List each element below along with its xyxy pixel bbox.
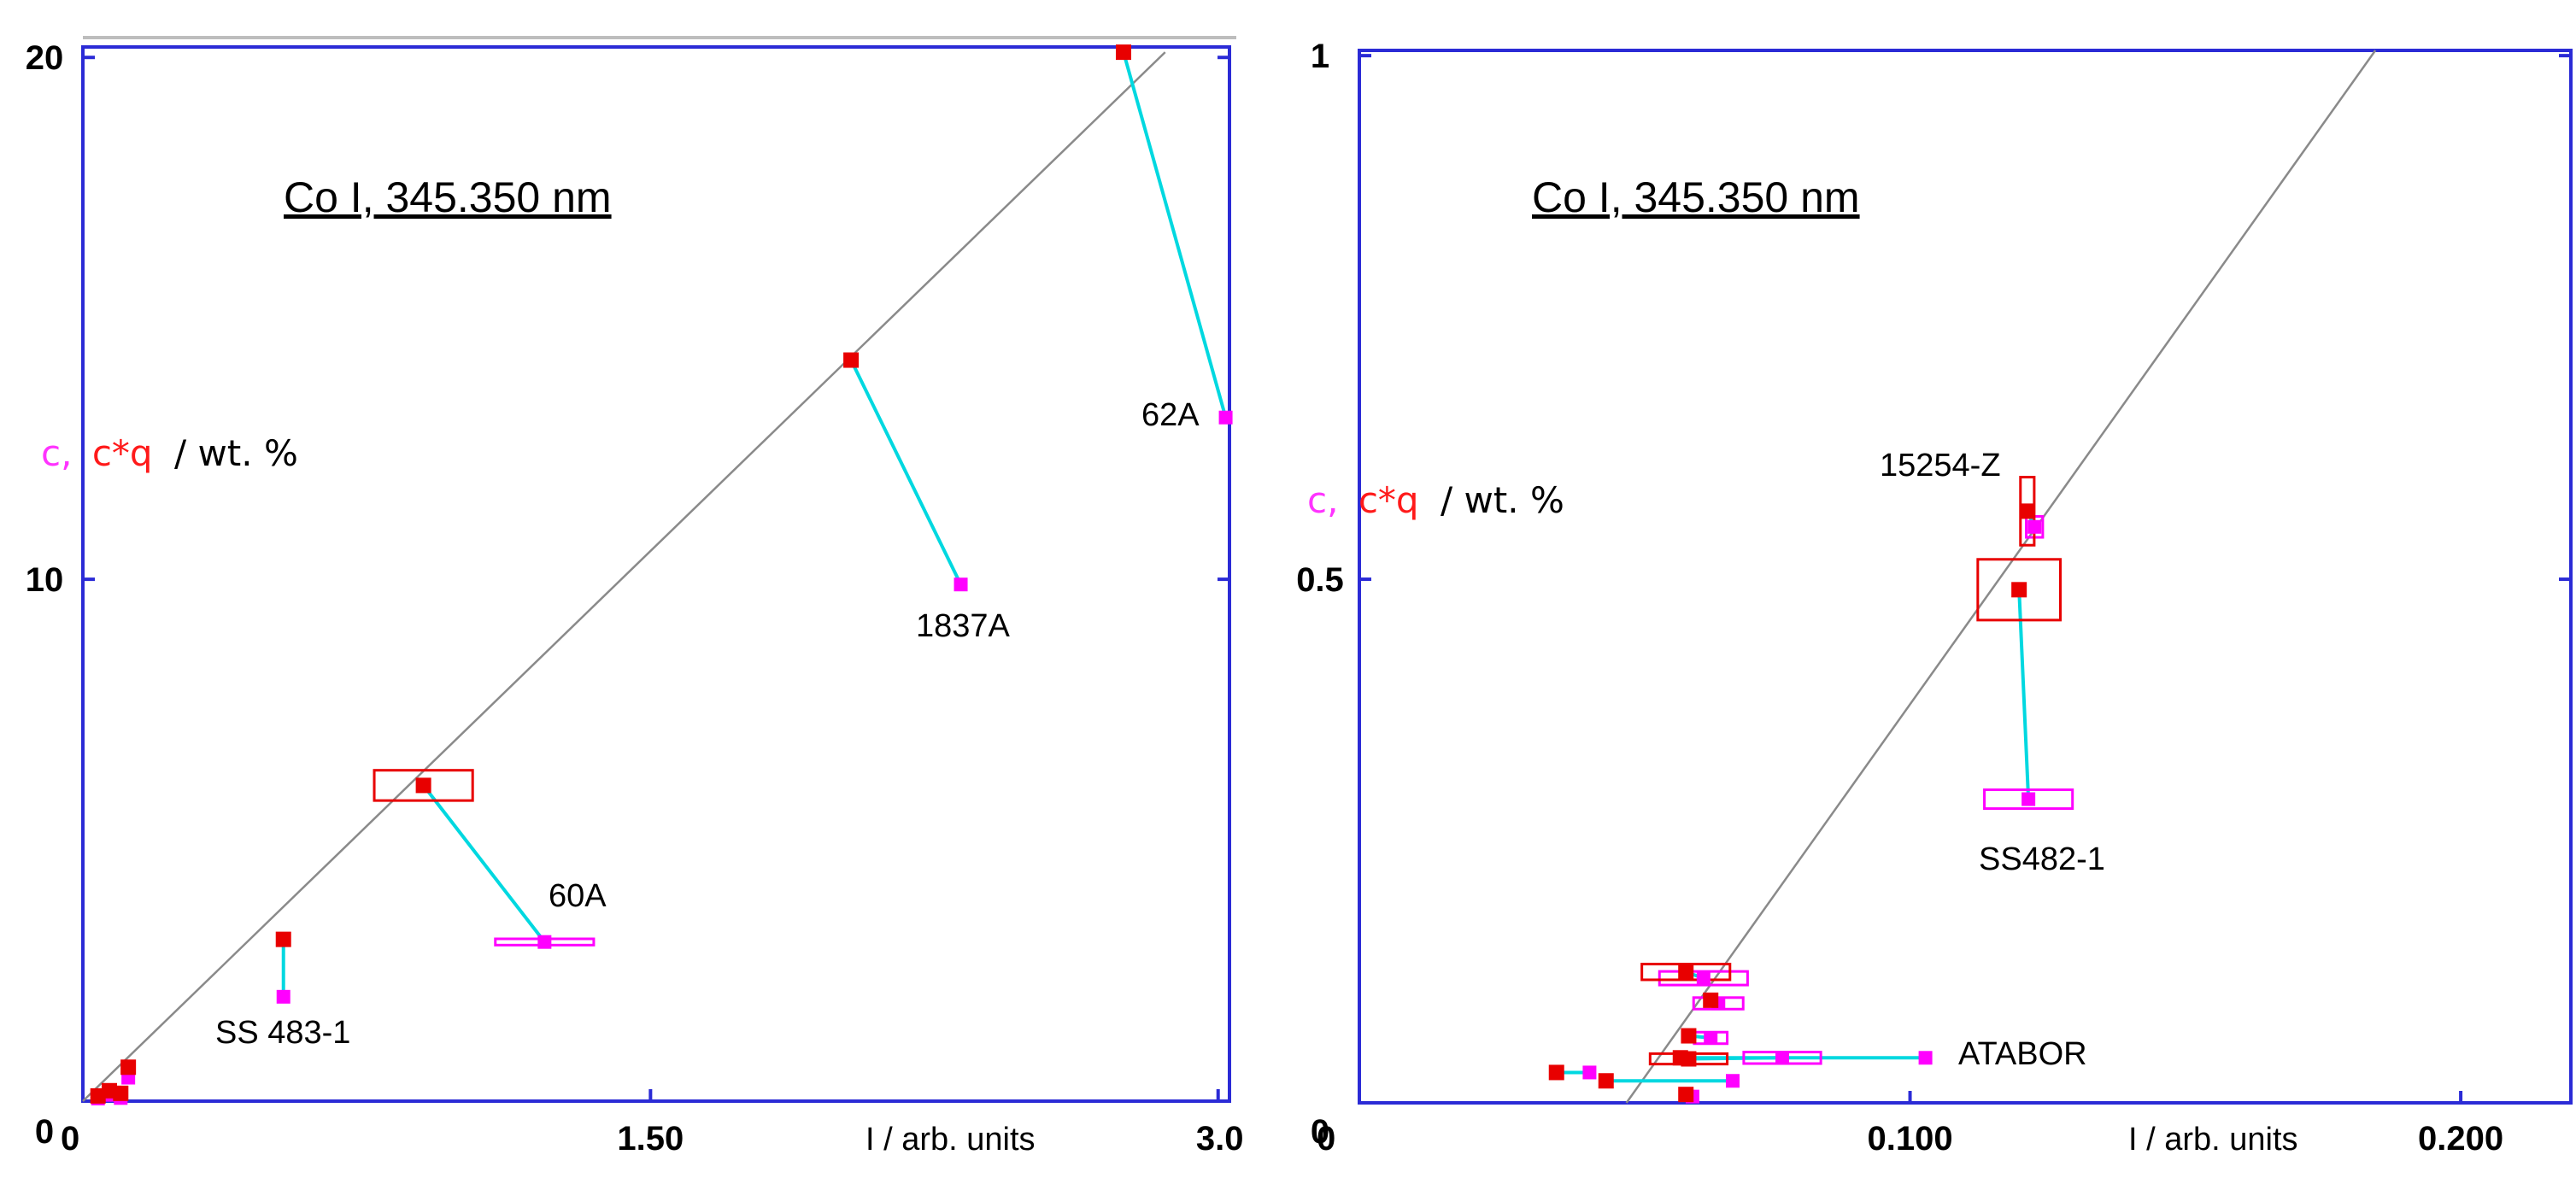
left-point-labels: 62A 1837A 60A SS 483-1 bbox=[215, 397, 1200, 1051]
right-x-ticks: 0 0.100 0.200 bbox=[1317, 1091, 2503, 1158]
corrected-point bbox=[90, 1087, 106, 1104]
left-chart-ylabel: c, c*q / wt. % bbox=[41, 432, 298, 474]
label-ATABOR: ATABOR bbox=[1958, 1036, 2087, 1072]
measured-point bbox=[1218, 410, 1233, 425]
right-ylabel-cq: c*q bbox=[1358, 479, 1419, 521]
left-ylabel-cq: c*q bbox=[92, 432, 153, 474]
right-ylabel-units: / wt. % bbox=[1441, 479, 1564, 521]
y-tick-label: 1 bbox=[1311, 38, 1329, 75]
x-tick-label: 0.200 bbox=[2418, 1120, 2503, 1158]
measured-point bbox=[2021, 792, 2036, 806]
corrected-point bbox=[1115, 44, 1131, 61]
correction-connector bbox=[2017, 589, 2031, 800]
left-chart-frame bbox=[81, 45, 1231, 1103]
x-tick-label: 1.50 bbox=[617, 1120, 684, 1158]
calibration-line bbox=[1625, 50, 2377, 1104]
left-x-ticks: 0 1.50 3.0 bbox=[61, 1089, 1244, 1158]
corrected-point bbox=[275, 931, 291, 947]
y-tick-label: 0 bbox=[35, 1113, 54, 1151]
left-y-ticks: 0 10 20 bbox=[26, 39, 1229, 1151]
corrected-point bbox=[120, 1059, 137, 1076]
y-tick-label: 0.5 bbox=[1296, 561, 1344, 599]
right-chart-frame bbox=[1358, 49, 2573, 1105]
x-tick-label: 0.100 bbox=[1867, 1120, 1952, 1158]
label-SS482-1: SS482-1 bbox=[1979, 841, 2105, 877]
x-tick-label: 0 bbox=[61, 1120, 79, 1158]
left-chart-title: Co I, 345.350 nm bbox=[284, 173, 612, 221]
corrected-uncertainty-box bbox=[1640, 963, 1732, 982]
label-15254-Z: 15254-Z bbox=[1880, 448, 2001, 484]
left-plot-area bbox=[82, 44, 1233, 1105]
right-chart-title: Co I, 345.350 nm bbox=[1532, 173, 1860, 221]
corrected-point bbox=[1678, 1087, 1694, 1103]
measured-point bbox=[1704, 1030, 1718, 1045]
corrected-point bbox=[113, 1085, 129, 1101]
corrected-point bbox=[1681, 1028, 1697, 1044]
right-chart: Co I, 345.350 nm c, c*q / wt. % I / arb.… bbox=[1296, 38, 2573, 1158]
measured-point bbox=[537, 935, 552, 949]
right-chart-ylabel: c, c*q / wt. % bbox=[1307, 479, 1564, 521]
corrected-point bbox=[1703, 992, 1719, 1008]
calibration-line bbox=[82, 51, 1166, 1102]
label-SS-483-1: SS 483-1 bbox=[215, 1015, 350, 1051]
x-tick-label: 0 bbox=[1317, 1120, 1335, 1158]
measured-point bbox=[1582, 1065, 1597, 1080]
corrected-point bbox=[2011, 582, 2027, 598]
label-62A: 62A bbox=[1141, 397, 1200, 433]
corrected-uncertainty-box bbox=[1976, 558, 2063, 622]
label-1837A: 1837A bbox=[916, 608, 1011, 644]
correction-connector bbox=[422, 784, 546, 943]
y-tick-label: 10 bbox=[26, 561, 64, 599]
measured-point bbox=[1726, 1074, 1740, 1088]
corrected-point bbox=[1681, 1051, 1697, 1067]
measured-point bbox=[1696, 971, 1710, 986]
corrected-point bbox=[1548, 1064, 1564, 1081]
left-ylabel-units: / wt. % bbox=[174, 432, 298, 474]
right-y-ticks: 00.51 bbox=[1296, 38, 2571, 1151]
right-plot-area bbox=[1548, 50, 2377, 1104]
label-60A: 60A bbox=[549, 878, 607, 914]
x-tick-label: 3.0 bbox=[1196, 1120, 1244, 1158]
measured-point bbox=[954, 577, 968, 592]
right-chart-xlabel: I / arb. units bbox=[2128, 1122, 2298, 1158]
right-ylabel-c: c, bbox=[1307, 479, 1338, 521]
corrected-point bbox=[415, 777, 431, 794]
left-chart: Co I, 345.350 nm c, c*q / wt. % I / arb.… bbox=[26, 36, 1244, 1158]
right-point-labels: 15254-Z SS482-1 ATABOR bbox=[1880, 448, 2105, 1072]
measured-point bbox=[1775, 1051, 1790, 1065]
corrected-point bbox=[2019, 503, 2035, 519]
correction-connector bbox=[1122, 51, 1228, 419]
corrected-point bbox=[1598, 1073, 1614, 1089]
measured-point bbox=[1918, 1051, 1933, 1065]
y-tick-label: 20 bbox=[26, 39, 64, 77]
corrected-point bbox=[843, 352, 860, 368]
corrected-point bbox=[1678, 964, 1694, 980]
left-chart-xlabel: I / arb. units bbox=[866, 1122, 1036, 1158]
left-ylabel-c: c, bbox=[41, 432, 72, 474]
measured-point bbox=[276, 989, 290, 1004]
correction-connector bbox=[849, 359, 963, 586]
measured-uncertainty-box bbox=[1983, 788, 2074, 811]
y-tick-label: 0 bbox=[1311, 1113, 1329, 1151]
corrected-uncertainty-box bbox=[373, 769, 474, 802]
measured-point bbox=[2027, 519, 2042, 534]
